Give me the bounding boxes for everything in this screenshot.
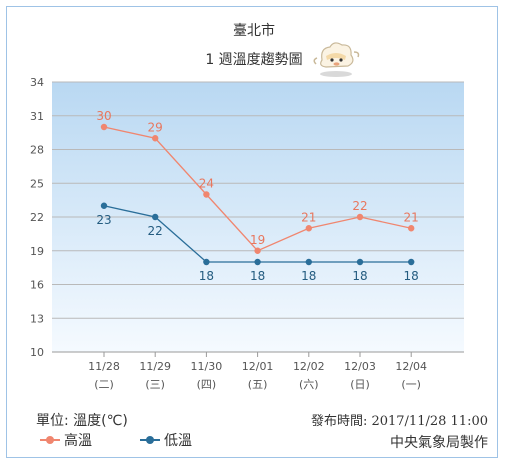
data-point-low bbox=[254, 258, 261, 266]
data-point-low bbox=[203, 258, 210, 266]
data-label-high: 24 bbox=[199, 177, 214, 191]
y-tick-label: 25 bbox=[30, 177, 44, 190]
data-point-high bbox=[100, 123, 108, 131]
data-label-low: 22 bbox=[148, 224, 163, 238]
data-label-low: 18 bbox=[301, 269, 316, 283]
x-tick-label-date: 11/30 bbox=[191, 360, 223, 373]
organization-credit: 中央氣象局製作 bbox=[390, 435, 488, 451]
y-tick-label: 22 bbox=[30, 211, 44, 224]
data-point-high bbox=[408, 225, 415, 232]
x-tick-label-weekday: (四) bbox=[197, 378, 217, 391]
y-tick-label: 19 bbox=[30, 245, 44, 258]
x-tick-label-weekday: (日) bbox=[350, 378, 370, 391]
data-label-low: 18 bbox=[352, 269, 367, 283]
data-label-high: 22 bbox=[352, 199, 367, 213]
x-tick-label-weekday: (五) bbox=[248, 378, 268, 391]
x-axis-tick-labels: 11/28 (二) 11/29 (三) 11/30 (四) 12/01 (五) 12/02 (六)… bbox=[88, 352, 427, 391]
y-tick-label: 16 bbox=[30, 279, 44, 292]
data-point-low bbox=[356, 258, 364, 266]
y-tick-label: 10 bbox=[30, 346, 44, 359]
legend-swatch-high bbox=[40, 434, 60, 446]
unit-label: 單位: 溫度(℃) bbox=[36, 413, 128, 429]
y-tick-label: 34 bbox=[30, 76, 44, 89]
y-tick-label: 28 bbox=[30, 144, 44, 157]
data-label-high: 30 bbox=[96, 109, 111, 123]
x-tick-label-weekday: (一) bbox=[401, 378, 421, 391]
chart-city-title: 臺北市 bbox=[233, 23, 275, 39]
y-tick-label: 31 bbox=[30, 110, 44, 123]
legend-label-low: 低溫 bbox=[164, 433, 192, 449]
data-point-low bbox=[152, 213, 159, 221]
data-label-high: 19 bbox=[250, 233, 265, 247]
publish-time: 發布時間: 2017/11/28 11:00 bbox=[310, 414, 488, 429]
x-tick-label-date: 12/03 bbox=[344, 360, 376, 373]
cloud-mascot-icon bbox=[313, 42, 360, 77]
y-tick-label: 13 bbox=[30, 312, 44, 325]
data-label-high: 29 bbox=[148, 120, 163, 134]
data-point-high bbox=[305, 225, 312, 232]
data-label-high: 21 bbox=[301, 210, 316, 224]
data-point-low bbox=[408, 258, 415, 266]
legend-item-high: 高溫 bbox=[40, 430, 92, 450]
x-tick-label-weekday: (二) bbox=[94, 378, 114, 391]
x-tick-label-weekday: (六) bbox=[299, 378, 319, 391]
data-label-low: 23 bbox=[96, 213, 111, 227]
y-axis-tick-labels: 10 13 16 19 22 25 28 31 34 bbox=[30, 76, 44, 359]
chart-subtitle: 1 週溫度趨勢圖 bbox=[205, 52, 303, 68]
data-label-high: 21 bbox=[404, 210, 419, 224]
data-label-low: 18 bbox=[199, 269, 214, 283]
data-point-high bbox=[152, 135, 159, 142]
data-point-low bbox=[100, 202, 108, 209]
data-point-high bbox=[254, 247, 261, 254]
x-tick-label-weekday: (三) bbox=[145, 378, 165, 391]
x-tick-label-date: 12/04 bbox=[395, 360, 427, 373]
series-layer: 30 29 24 19 21 22 21 23 22 18 18 18 18 18 bbox=[96, 109, 418, 283]
data-label-low: 18 bbox=[404, 269, 419, 283]
x-tick-label-date: 11/29 bbox=[139, 360, 171, 373]
data-point-high bbox=[356, 213, 364, 221]
data-label-low: 18 bbox=[250, 269, 265, 283]
data-point-high bbox=[203, 191, 210, 198]
data-point-low bbox=[305, 258, 312, 266]
x-tick-label-date: 11/28 bbox=[88, 360, 120, 373]
legend-item-low: 低溫 bbox=[140, 430, 192, 450]
x-tick-label-date: 12/01 bbox=[242, 360, 274, 373]
x-tick-label-date: 12/02 bbox=[293, 360, 325, 373]
legend-swatch-low bbox=[140, 434, 160, 446]
legend-label-high: 高溫 bbox=[64, 433, 92, 449]
